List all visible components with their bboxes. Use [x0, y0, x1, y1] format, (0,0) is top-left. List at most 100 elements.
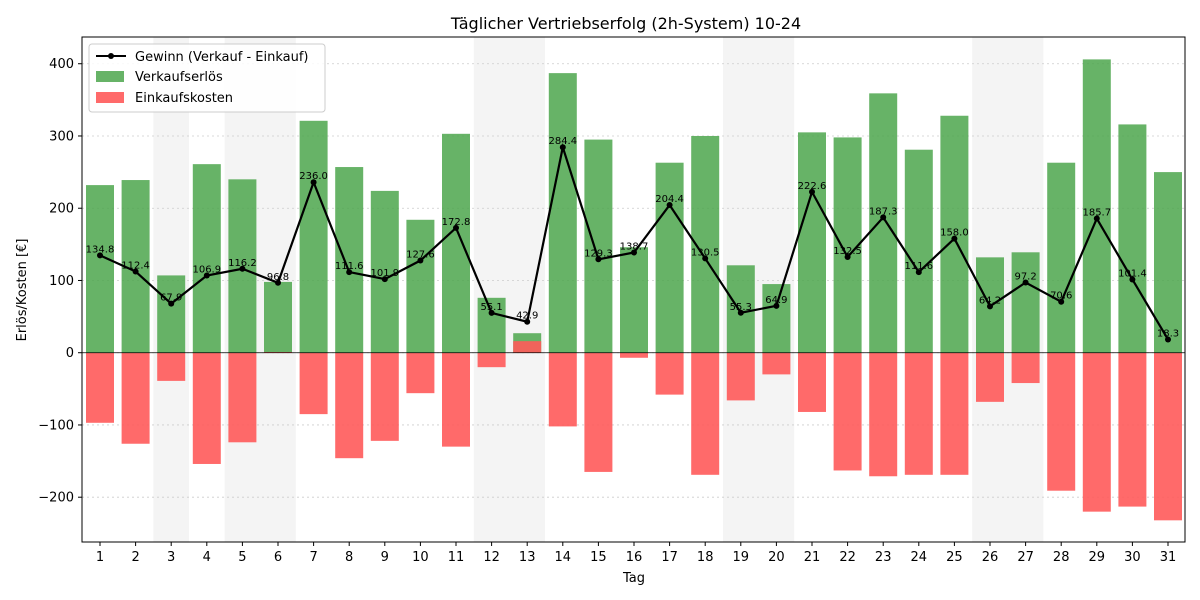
revenue-bar-8	[335, 167, 364, 353]
revenue-bar-30	[1118, 124, 1147, 353]
cost-bar-3	[157, 352, 186, 381]
revenue-bar-11	[442, 133, 470, 353]
profit-point-10	[417, 257, 424, 264]
legend-swatch-costs	[96, 92, 124, 103]
x-tick-label-15: 15	[590, 550, 607, 565]
profit-label-18: 130.5	[691, 247, 720, 258]
profit-label-22: 132.5	[833, 246, 862, 257]
revenue-bar-12	[477, 297, 506, 353]
profit-label-3: 67.9	[160, 293, 182, 304]
revenue-bar-7	[299, 120, 328, 353]
profit-point-3	[168, 300, 175, 307]
profit-label-10: 127.6	[406, 250, 435, 261]
shade-day-12	[473, 37, 510, 542]
cost-bar-4	[192, 352, 221, 464]
profit-point-6	[275, 279, 281, 286]
profit-point-28	[1058, 298, 1065, 305]
profit-label-16: 138.7	[620, 242, 649, 253]
x-tick-label-25: 25	[946, 550, 963, 565]
profit-point-13	[524, 318, 531, 325]
profit-label-15: 129.3	[584, 248, 613, 259]
cost-bar-29	[1082, 352, 1111, 512]
x-tick-label-31: 31	[1160, 550, 1177, 565]
profit-point-9	[381, 276, 388, 283]
profit-point-2	[132, 268, 139, 275]
x-tick-label-17: 17	[661, 550, 678, 565]
profit-point-24	[915, 269, 922, 276]
cost-bar-18	[691, 352, 720, 475]
x-axis-title: Tag	[622, 571, 645, 586]
profit-point-8	[346, 269, 353, 276]
cost-bar-13	[513, 341, 542, 353]
profit-label-9: 101.9	[370, 268, 399, 279]
cost-bar-8	[335, 352, 364, 459]
cost-bar-19	[726, 352, 755, 401]
profit-point-21	[809, 188, 815, 195]
x-tick-label-26: 26	[982, 550, 999, 565]
profit-line-layer	[97, 142, 1171, 343]
cost-bar-1	[86, 352, 114, 423]
x-tick-label-13: 13	[519, 550, 536, 565]
cost-bar-25	[940, 352, 969, 475]
profit-label-25: 158.0	[940, 228, 969, 239]
revenue-bar-19	[726, 265, 755, 353]
cost-bar-14	[548, 352, 577, 427]
x-tick-label-27: 27	[1017, 550, 1034, 565]
profit-point-7	[310, 179, 317, 186]
cost-bar-5	[228, 352, 257, 443]
x-tick-label-9: 9	[381, 550, 389, 565]
cost-bar-30	[1118, 352, 1147, 507]
x-tick-label-7: 7	[309, 550, 317, 565]
revenue-bar-21	[798, 132, 826, 353]
legend-label-profit: Gewinn (Verkauf - Einkauf)	[135, 50, 308, 65]
y-tick-label-400: 400	[49, 57, 74, 72]
x-tick-label-30: 30	[1124, 550, 1141, 565]
revenue-bar-10	[406, 219, 435, 353]
y-tick-label-100: 100	[49, 274, 74, 289]
cost-bar-17	[655, 352, 684, 395]
profit-label-30: 101.4	[1118, 268, 1147, 279]
y-tick-label--200: −200	[38, 491, 74, 506]
profit-label-7: 236.0	[299, 171, 328, 182]
revenue-bar-9	[370, 190, 399, 353]
profit-label-8: 111.6	[335, 261, 364, 272]
profit-label-29: 185.7	[1082, 208, 1111, 219]
revenue-bar-6	[264, 281, 292, 353]
shade-day-13	[509, 37, 545, 542]
profit-label-11: 172.8	[442, 217, 471, 228]
profit-point-27	[1022, 279, 1029, 286]
legend-swatch-revenue	[96, 71, 124, 82]
profit-label-1: 134.8	[86, 244, 115, 255]
cost-bar-2	[121, 352, 150, 444]
profit-point-19	[737, 309, 744, 316]
profit-label-5: 116.2	[228, 258, 257, 269]
profit-point-26	[987, 303, 993, 310]
profit-label-4: 106.9	[192, 264, 221, 275]
profit-point-15	[595, 256, 602, 263]
x-tick-label-22: 22	[839, 550, 856, 565]
profit-point-14	[559, 144, 566, 151]
x-tick-label-29: 29	[1089, 550, 1106, 565]
cost-bar-20	[762, 352, 791, 375]
cost-bar-31	[1154, 352, 1182, 521]
profit-point-16	[631, 249, 637, 256]
revenue-bar-16	[620, 247, 648, 353]
revenue-bar-31	[1154, 172, 1182, 353]
x-tick-label-1: 1	[96, 550, 104, 565]
profit-label-12: 55.1	[480, 302, 502, 313]
y-tick-label-0: 0	[66, 346, 74, 361]
x-tick-label-11: 11	[448, 550, 465, 565]
profit-label-27: 97.2	[1014, 271, 1036, 282]
y-tick-label-200: 200	[49, 202, 74, 217]
cost-bar-11	[442, 352, 470, 447]
profit-point-25	[951, 235, 958, 242]
revenue-bar-28	[1047, 162, 1076, 353]
data-labels-layer: 134.8 112.4 67.9 106.9 116.2 96.8 236.0 111.6 10…	[86, 136, 1179, 339]
x-tick-label-2: 2	[131, 550, 139, 565]
profit-label-28: 70.6	[1050, 291, 1072, 302]
revenue-bar-15	[584, 139, 613, 353]
x-tick-label-19: 19	[733, 550, 750, 565]
revenue-bar-24	[904, 149, 933, 353]
cost-bar-12	[477, 352, 506, 368]
